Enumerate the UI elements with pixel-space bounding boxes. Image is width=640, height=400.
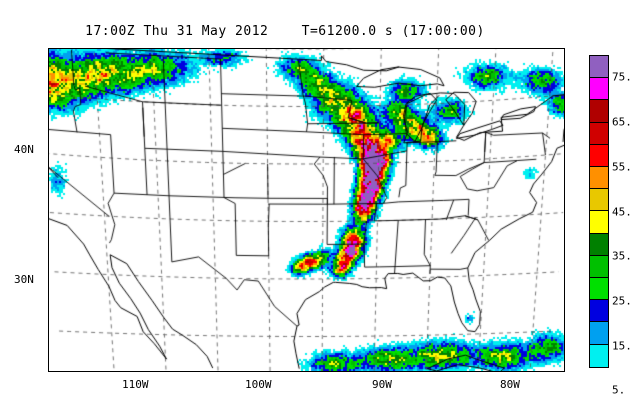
colorbar-band [590, 255, 608, 279]
colorbar-tick-label: 65. [612, 115, 632, 129]
colorbar-tick-label: 45. [612, 205, 632, 218]
colorbar-tick-label: 25. [612, 294, 632, 308]
colorbar-band [590, 167, 608, 190]
x-axis-tick-110w: 110W [122, 378, 149, 391]
colorbar-tick-label: 5. [612, 383, 626, 397]
radar-reflectivity-canvas [49, 49, 564, 371]
colorbar [589, 55, 609, 368]
figure-title: 17:00Z Thu 31 May 2012 T=61200.0 s (17:0… [85, 24, 485, 39]
x-axis-tick-90w: 90W [372, 378, 392, 391]
colorbar-tick-label: 35. [612, 249, 632, 263]
colorbar-tick-label: 75. [612, 70, 632, 84]
colorbar-band [590, 211, 608, 234]
colorbar-band [590, 300, 608, 323]
map-plot-area [48, 48, 565, 372]
y-axis-tick-30n: 30N [14, 273, 34, 286]
colorbar-tick-label: 15. [612, 339, 632, 353]
y-axis-tick-40n: 40N [14, 143, 34, 156]
colorbar-band [590, 344, 608, 367]
colorbar-band [590, 189, 608, 212]
colorbar-band [590, 100, 608, 123]
colorbar-band [590, 233, 608, 256]
colorbar-band [590, 278, 608, 301]
colorbar-band [590, 144, 608, 168]
x-axis-tick-100w: 100W [245, 378, 272, 391]
colorbar-tick-label: 55. [612, 160, 632, 174]
colorbar-band [590, 78, 608, 101]
colorbar-band [590, 322, 608, 345]
colorbar-band [590, 56, 608, 79]
colorbar-band [590, 122, 608, 145]
x-axis-tick-80w: 80W [500, 378, 520, 391]
